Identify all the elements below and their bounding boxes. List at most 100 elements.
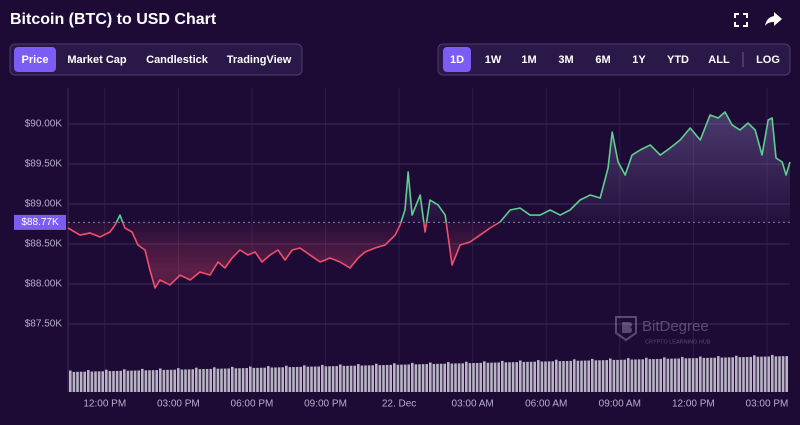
volume-bar (385, 364, 389, 392)
volume-bar (436, 363, 439, 392)
volume-bar (303, 365, 306, 392)
x-tick-label: 06:00 AM (525, 399, 567, 410)
volume-bar (123, 369, 126, 392)
chart-title: Bitcoin (BTC) to USD Chart (10, 11, 217, 28)
volume-bar (695, 358, 698, 392)
x-tick-label: 12:00 PM (672, 399, 715, 410)
range-button[interactable]: ALL (708, 54, 730, 66)
range-button[interactable]: 6M (595, 54, 610, 66)
volume-bar (241, 368, 245, 392)
volume-bar (540, 361, 544, 392)
current-price-label: $88.77K (21, 217, 59, 228)
volume-bar (321, 364, 324, 392)
volume-bar (760, 356, 763, 392)
volume-bar (389, 364, 392, 392)
range-button[interactable]: 3M (558, 54, 573, 66)
volume-bar (126, 370, 130, 392)
volume-bar (407, 364, 410, 392)
volume-bar (558, 361, 562, 392)
range-label: 1Y (632, 54, 646, 66)
volume-bar (781, 356, 785, 392)
volume-bar (191, 369, 194, 392)
volume-bar (659, 358, 662, 392)
volume-bar (771, 354, 774, 392)
price-line (67, 111, 791, 289)
tab-button[interactable]: Candlestick (146, 54, 209, 66)
volume-bar (295, 366, 299, 392)
volume-bar (763, 356, 767, 392)
volume-bar (263, 367, 266, 392)
volume-bar (411, 362, 414, 392)
y-tick-label: $89.50K (25, 159, 63, 170)
volume-bar (609, 358, 612, 392)
volume-bar (526, 361, 529, 392)
volume-bar (515, 362, 518, 392)
volume-bar (655, 358, 659, 392)
volume-bar (378, 365, 382, 392)
volume-bar (249, 366, 252, 392)
volume-bar (493, 362, 497, 392)
volume-bar (83, 371, 86, 392)
range-button[interactable]: 1M (521, 54, 536, 66)
tab-button[interactable]: TradingView (227, 54, 292, 66)
volume-bar (108, 371, 112, 392)
tab-button[interactable]: Market Cap (67, 54, 127, 66)
volume-bar (713, 357, 716, 392)
volume-bar (231, 366, 234, 392)
volume-bar (709, 357, 713, 392)
range-button[interactable]: 1W (485, 54, 502, 66)
watermark-brand: BitDegree (642, 318, 709, 335)
volume-bar (227, 368, 230, 392)
volume-bar (76, 371, 79, 392)
volume-bar (486, 362, 490, 392)
volume-bar (130, 370, 133, 392)
volume-bar (133, 370, 137, 392)
volume-bar (180, 369, 184, 392)
volume-bar (450, 363, 454, 392)
volume-bar (670, 358, 673, 392)
volume-bar (785, 356, 788, 392)
volume-bar (555, 359, 558, 392)
volume-bar (357, 364, 360, 392)
volume-bar (259, 367, 263, 392)
range-button[interactable]: YTD (667, 54, 689, 66)
y-tick-label: $88.50K (25, 239, 63, 250)
log-toggle[interactable]: LOG (756, 54, 780, 66)
volume-bar (252, 367, 256, 392)
volume-bar (353, 365, 356, 392)
volume-bar (544, 361, 547, 392)
volume-bar (87, 370, 90, 392)
share-icon[interactable] (765, 12, 782, 26)
volume-bar (425, 364, 428, 392)
volume-bar (702, 357, 706, 392)
volume-bar (605, 360, 608, 392)
volume-bar (663, 357, 666, 392)
volume-bar (346, 365, 349, 392)
volume-bar (115, 370, 119, 392)
tab-button[interactable]: Price (14, 47, 56, 72)
y-tick-label: $88.00K (25, 279, 63, 290)
volume-bar (637, 359, 641, 392)
x-tick-label: 03:00 PM (746, 399, 789, 410)
volume-bar (267, 366, 270, 392)
range-button[interactable]: 1Y (632, 54, 646, 66)
volume-bar (234, 368, 238, 392)
volume-bar (198, 369, 202, 392)
volume-bar (313, 366, 317, 392)
volume-bar (619, 359, 623, 392)
fullscreen-icon[interactable] (734, 13, 748, 27)
range-group (437, 43, 791, 76)
volume-bar (202, 369, 205, 392)
volume-bar (724, 357, 727, 392)
watermark-tagline: CRYPTO LEARNING HUB (645, 339, 711, 345)
volume-bar (306, 366, 310, 392)
volume-bar (393, 363, 396, 392)
volume-bar (270, 367, 274, 392)
y-tick-label: $90.00K (25, 119, 63, 130)
volume-bar (537, 360, 540, 392)
tab-label: Market Cap (67, 54, 127, 66)
volume-bar (475, 362, 479, 392)
tab-label: TradingView (227, 54, 292, 66)
volume-bar (681, 356, 684, 392)
range-button[interactable]: 1D (443, 47, 471, 72)
